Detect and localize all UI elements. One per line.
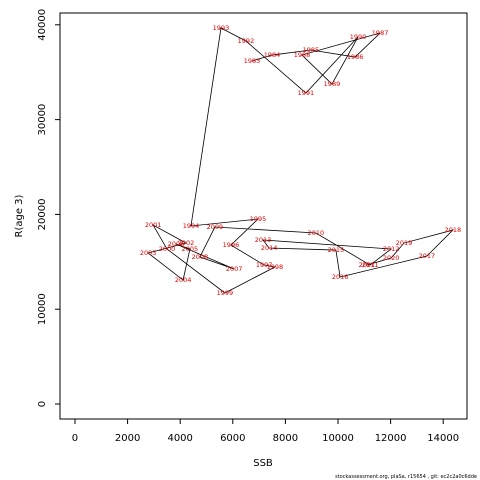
- year-label: 2009: [207, 223, 224, 231]
- y-tick-label: 40000: [37, 9, 48, 41]
- year-label: 1989: [324, 80, 341, 88]
- year-label: 2008: [192, 253, 209, 261]
- year-label: 2003: [140, 249, 157, 257]
- y-tick-label: 0: [37, 401, 48, 407]
- year-label: 1988: [294, 51, 311, 59]
- year-label: 2006: [168, 240, 185, 248]
- year-label: 1987: [372, 29, 389, 37]
- year-label: 2014: [261, 244, 278, 252]
- year-label: 2016: [332, 273, 349, 281]
- year-label: 2001: [145, 221, 162, 229]
- year-label: 1996: [223, 241, 240, 249]
- year-label: 1994: [183, 222, 200, 230]
- year-label: 1999: [217, 289, 234, 297]
- year-label: 2010: [308, 229, 325, 237]
- footnote: stockassessment.org, plaSa, r15654 , git…: [335, 474, 477, 480]
- year-label: 2004: [175, 276, 192, 284]
- x-tick-label: 10000: [322, 433, 354, 444]
- year-label: 1990: [350, 33, 367, 41]
- year-label: 2012: [383, 245, 400, 253]
- y-tick-label: 10000: [37, 293, 48, 325]
- year-label: 1993: [213, 24, 230, 32]
- year-label: 1985: [303, 46, 320, 54]
- year-label: 1992: [238, 37, 255, 45]
- year-label: 1995: [250, 215, 267, 223]
- year-label: 2007: [226, 265, 243, 273]
- year-label: 2020: [383, 254, 400, 262]
- year-label: 2005: [182, 245, 199, 253]
- y-tick-label: 20000: [37, 199, 48, 231]
- x-tick-label: 8000: [273, 433, 298, 444]
- year-label: 2011: [362, 261, 379, 269]
- x-tick-label: 4000: [167, 433, 192, 444]
- year-label: 1984: [264, 51, 281, 59]
- year-label: 2017: [419, 252, 436, 260]
- year-label: 1983: [244, 57, 261, 65]
- year-label: 2013: [255, 236, 272, 244]
- year-label: 1986: [347, 53, 364, 61]
- year-label: 1991: [298, 89, 315, 97]
- year-label: 2000: [159, 245, 176, 253]
- year-label: 2018: [445, 226, 462, 234]
- year-label: 2019: [396, 239, 413, 247]
- year-label: 1998: [267, 263, 284, 271]
- x-tick-label: 0: [72, 433, 78, 444]
- year-label: 1997: [256, 261, 273, 269]
- x-tick-label: 14000: [427, 433, 459, 444]
- x-axis-label: SSB: [253, 458, 273, 469]
- year-label: 2015: [328, 246, 345, 254]
- y-axis-label: R(age 3): [14, 194, 25, 237]
- year-label: 2021: [359, 261, 376, 269]
- plot-frame: [59, 12, 468, 420]
- x-tick-label: 12000: [375, 433, 407, 444]
- y-tick-label: 30000: [37, 104, 48, 136]
- year-label: 2002: [178, 239, 195, 247]
- series-line: [147, 27, 455, 294]
- x-tick-label: 6000: [220, 433, 245, 444]
- x-tick-label: 2000: [115, 433, 140, 444]
